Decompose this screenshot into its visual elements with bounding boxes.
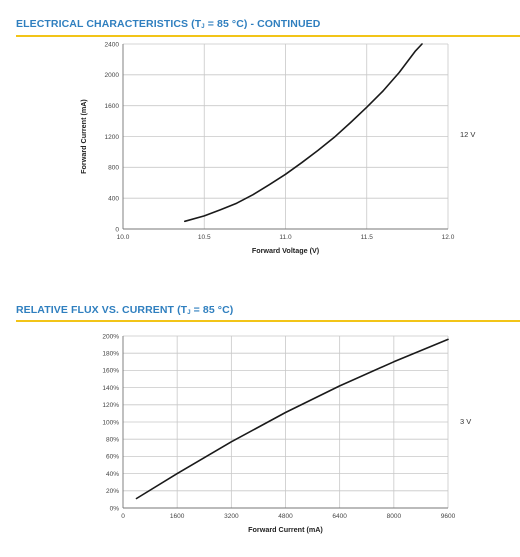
chart-1-series-line <box>184 43 423 223</box>
chart-2-title-rule <box>16 320 520 322</box>
chart-2-x-tick-label: 9600 <box>441 513 456 520</box>
chart-1-y-tick-label: 400 <box>108 195 119 202</box>
chart-1-forward-current-vs-voltage: 10.0 10.5 11.0 11.5 12.0 0 400 800 1200 1600 2000 2… <box>79 41 475 255</box>
chart-2-x-tick-label: 8000 <box>387 513 402 520</box>
chart-1-title-main: ELECTRICAL CHARACTERISTICS (T <box>16 18 202 30</box>
chart-1-x-tick-label: 10.0 <box>117 234 130 241</box>
chart-1-y-tick-label: 1200 <box>105 134 120 141</box>
chart-2-x-tick-label: 1600 <box>170 513 185 520</box>
chart-2-title-subscript: J <box>187 310 191 316</box>
chart-2-y-tick-label: 0% <box>110 505 120 512</box>
chart-1-title: ELECTRICAL CHARACTERISTICS (TJ = 85 °C) … <box>16 18 320 30</box>
chart-1-x-tick-label: 11.0 <box>279 234 292 241</box>
chart-2-title: RELATIVE FLUX VS. CURRENT (TJ = 85 °C) <box>16 304 233 316</box>
chart-2-x-tick-label: 3200 <box>224 513 239 520</box>
chart-2-x-axis-label: Forward Current (mA) <box>248 525 323 534</box>
chart-1-y-tick-label: 2400 <box>105 41 120 48</box>
chart-1-x-tick-label: 12.0 <box>442 234 455 241</box>
chart-1-title-rule <box>16 35 520 37</box>
chart-1-y-axis-label: Forward Current (mA) <box>79 99 88 174</box>
chart-2-y-tick-label: 100% <box>102 419 119 426</box>
chart-2-title-tail: = 85 °C) <box>190 304 234 316</box>
chart-1-side-label: 12 V <box>460 130 475 139</box>
chart-2-y-tick-label: 60% <box>106 454 119 461</box>
chart-1-title-subscript: J <box>201 24 205 30</box>
chart-2-y-tick-label: 120% <box>102 402 119 409</box>
chart-1-y-tick-label: 2000 <box>105 72 120 79</box>
chart-1-x-tick-label: 11.5 <box>361 234 374 241</box>
chart-1-title-tail: = 85 °C) - CONTINUED <box>204 18 321 30</box>
chart-1-x-axis-label: Forward Voltage (V) <box>252 246 320 255</box>
chart-2-series-line <box>135 338 449 500</box>
chart-2-y-tick-label: 80% <box>106 437 119 444</box>
chart-2-y-tick-label: 40% <box>106 471 119 478</box>
chart-2-y-tick-label: 20% <box>106 488 119 495</box>
chart-1-y-tick-label: 0 <box>115 226 119 233</box>
chart-2-title-main: RELATIVE FLUX VS. CURRENT (T <box>16 304 188 316</box>
chart-2-x-tick-label: 6400 <box>332 513 347 520</box>
chart-2-y-tick-label: 140% <box>102 385 119 392</box>
chart-2-y-tick-label: 180% <box>102 351 119 358</box>
chart-1-y-tick-label: 1600 <box>105 103 120 110</box>
chart-2-side-label: 3 V <box>460 417 471 426</box>
chart-2-x-tick-label: 0 <box>121 513 125 520</box>
chart-2-y-tick-label: 160% <box>102 368 119 375</box>
chart-1-x-tick-label: 10.5 <box>198 234 211 241</box>
chart-2-y-tick-label: 200% <box>102 333 119 340</box>
chart-2-x-tick-label: 4800 <box>278 513 293 520</box>
chart-1-y-tick-label: 800 <box>108 165 119 172</box>
